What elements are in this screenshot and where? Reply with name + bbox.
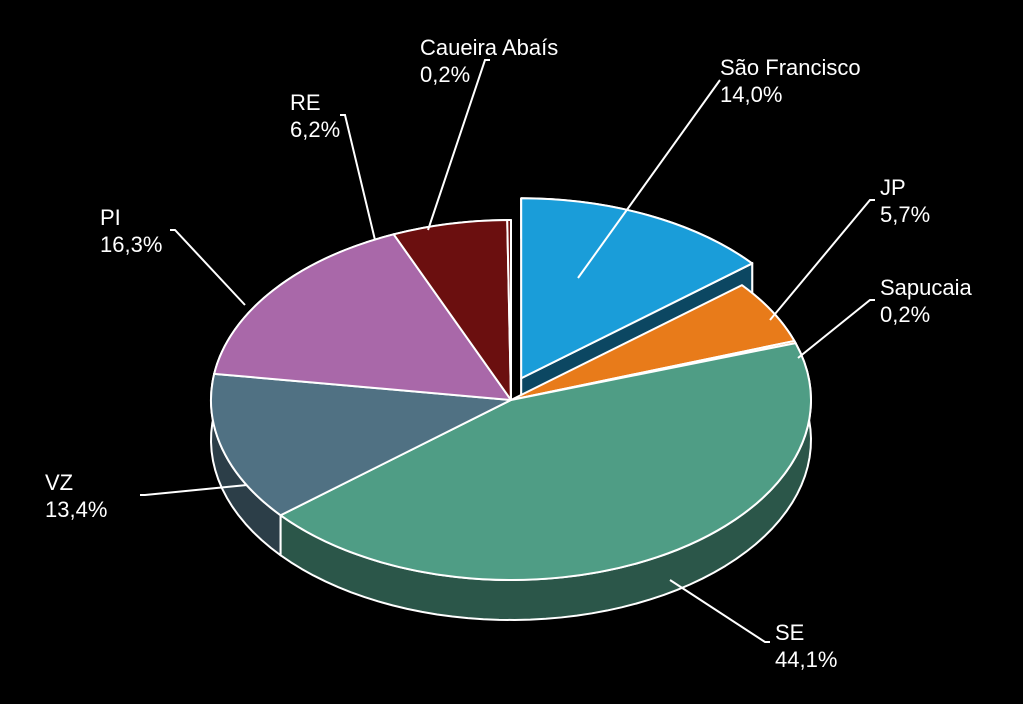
pie-top: [211, 198, 811, 580]
label-pi: PI: [100, 205, 121, 230]
label-jp: JP: [880, 175, 906, 200]
label-sapucaia: Sapucaia: [880, 275, 973, 300]
label-se: SE: [775, 620, 804, 645]
value-sao_francisco: 14,0%: [720, 82, 782, 107]
leader-sapucaia: [798, 300, 875, 358]
pie-chart: São Francisco14,0%JP5,7%Sapucaia0,2%SE44…: [0, 0, 1023, 704]
value-sapucaia: 0,2%: [880, 302, 930, 327]
label-vz: VZ: [45, 470, 73, 495]
value-re: 6,2%: [290, 117, 340, 142]
value-se: 44,1%: [775, 647, 837, 672]
value-caueira: 0,2%: [420, 62, 470, 87]
label-sao_francisco: São Francisco: [720, 55, 861, 80]
leader-se: [670, 580, 770, 642]
value-vz: 13,4%: [45, 497, 107, 522]
leader-re: [340, 115, 375, 240]
leader-jp: [770, 200, 875, 320]
pie-chart-svg: São Francisco14,0%JP5,7%Sapucaia0,2%SE44…: [0, 0, 1023, 704]
leader-pi: [170, 230, 245, 305]
value-pi: 16,3%: [100, 232, 162, 257]
label-caueira: Caueira Abaís: [420, 35, 558, 60]
value-jp: 5,7%: [880, 202, 930, 227]
label-re: RE: [290, 90, 321, 115]
